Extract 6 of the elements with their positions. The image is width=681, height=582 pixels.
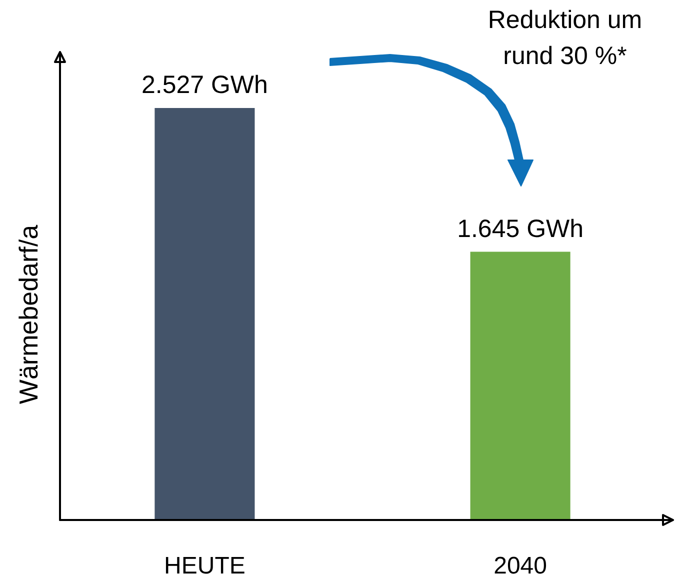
x-tick-label: HEUTE: [164, 552, 246, 580]
text: Reduktion um rund 30 %*: [488, 6, 642, 70]
y-axis-title: Wärmebedarf/a: [14, 224, 44, 404]
x-tick-label: 2040: [494, 552, 547, 580]
data-label: 1.645 GWh: [457, 214, 584, 243]
data-label: 2.527 GWh: [141, 71, 268, 99]
